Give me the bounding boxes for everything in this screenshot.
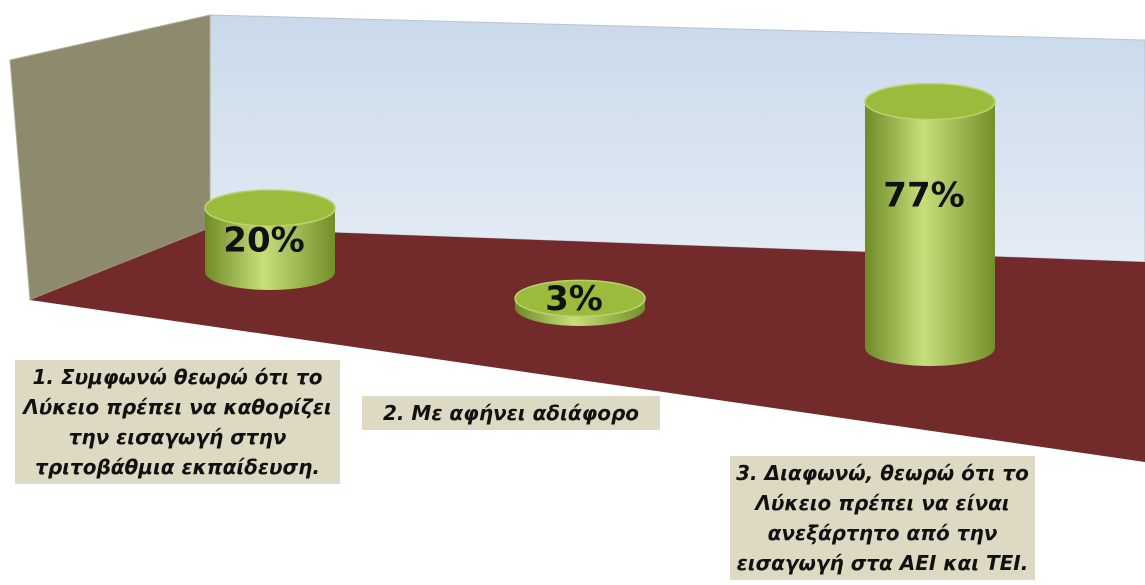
category-label: 2. Με αφήνει αδιάφορο xyxy=(362,396,660,430)
value-label: 77% xyxy=(883,175,964,215)
category-label: 1. Συμφωνώ θεωρώ ότι το Λύκειο πρέπει να… xyxy=(15,360,340,484)
value-label: 20% xyxy=(223,221,304,261)
back-wall xyxy=(209,14,1145,263)
category-label: 3. Διαφωνώ, θεωρώ ότι το Λύκειο πρέπει ν… xyxy=(730,456,1035,580)
bar xyxy=(514,279,646,326)
value-label: 3% xyxy=(545,279,603,319)
bar-body xyxy=(205,208,335,290)
bar-top xyxy=(514,279,646,318)
bar-top xyxy=(864,82,996,121)
bar xyxy=(204,189,336,290)
bar-top xyxy=(204,189,336,227)
bar xyxy=(864,82,996,366)
bar-body xyxy=(865,101,995,366)
